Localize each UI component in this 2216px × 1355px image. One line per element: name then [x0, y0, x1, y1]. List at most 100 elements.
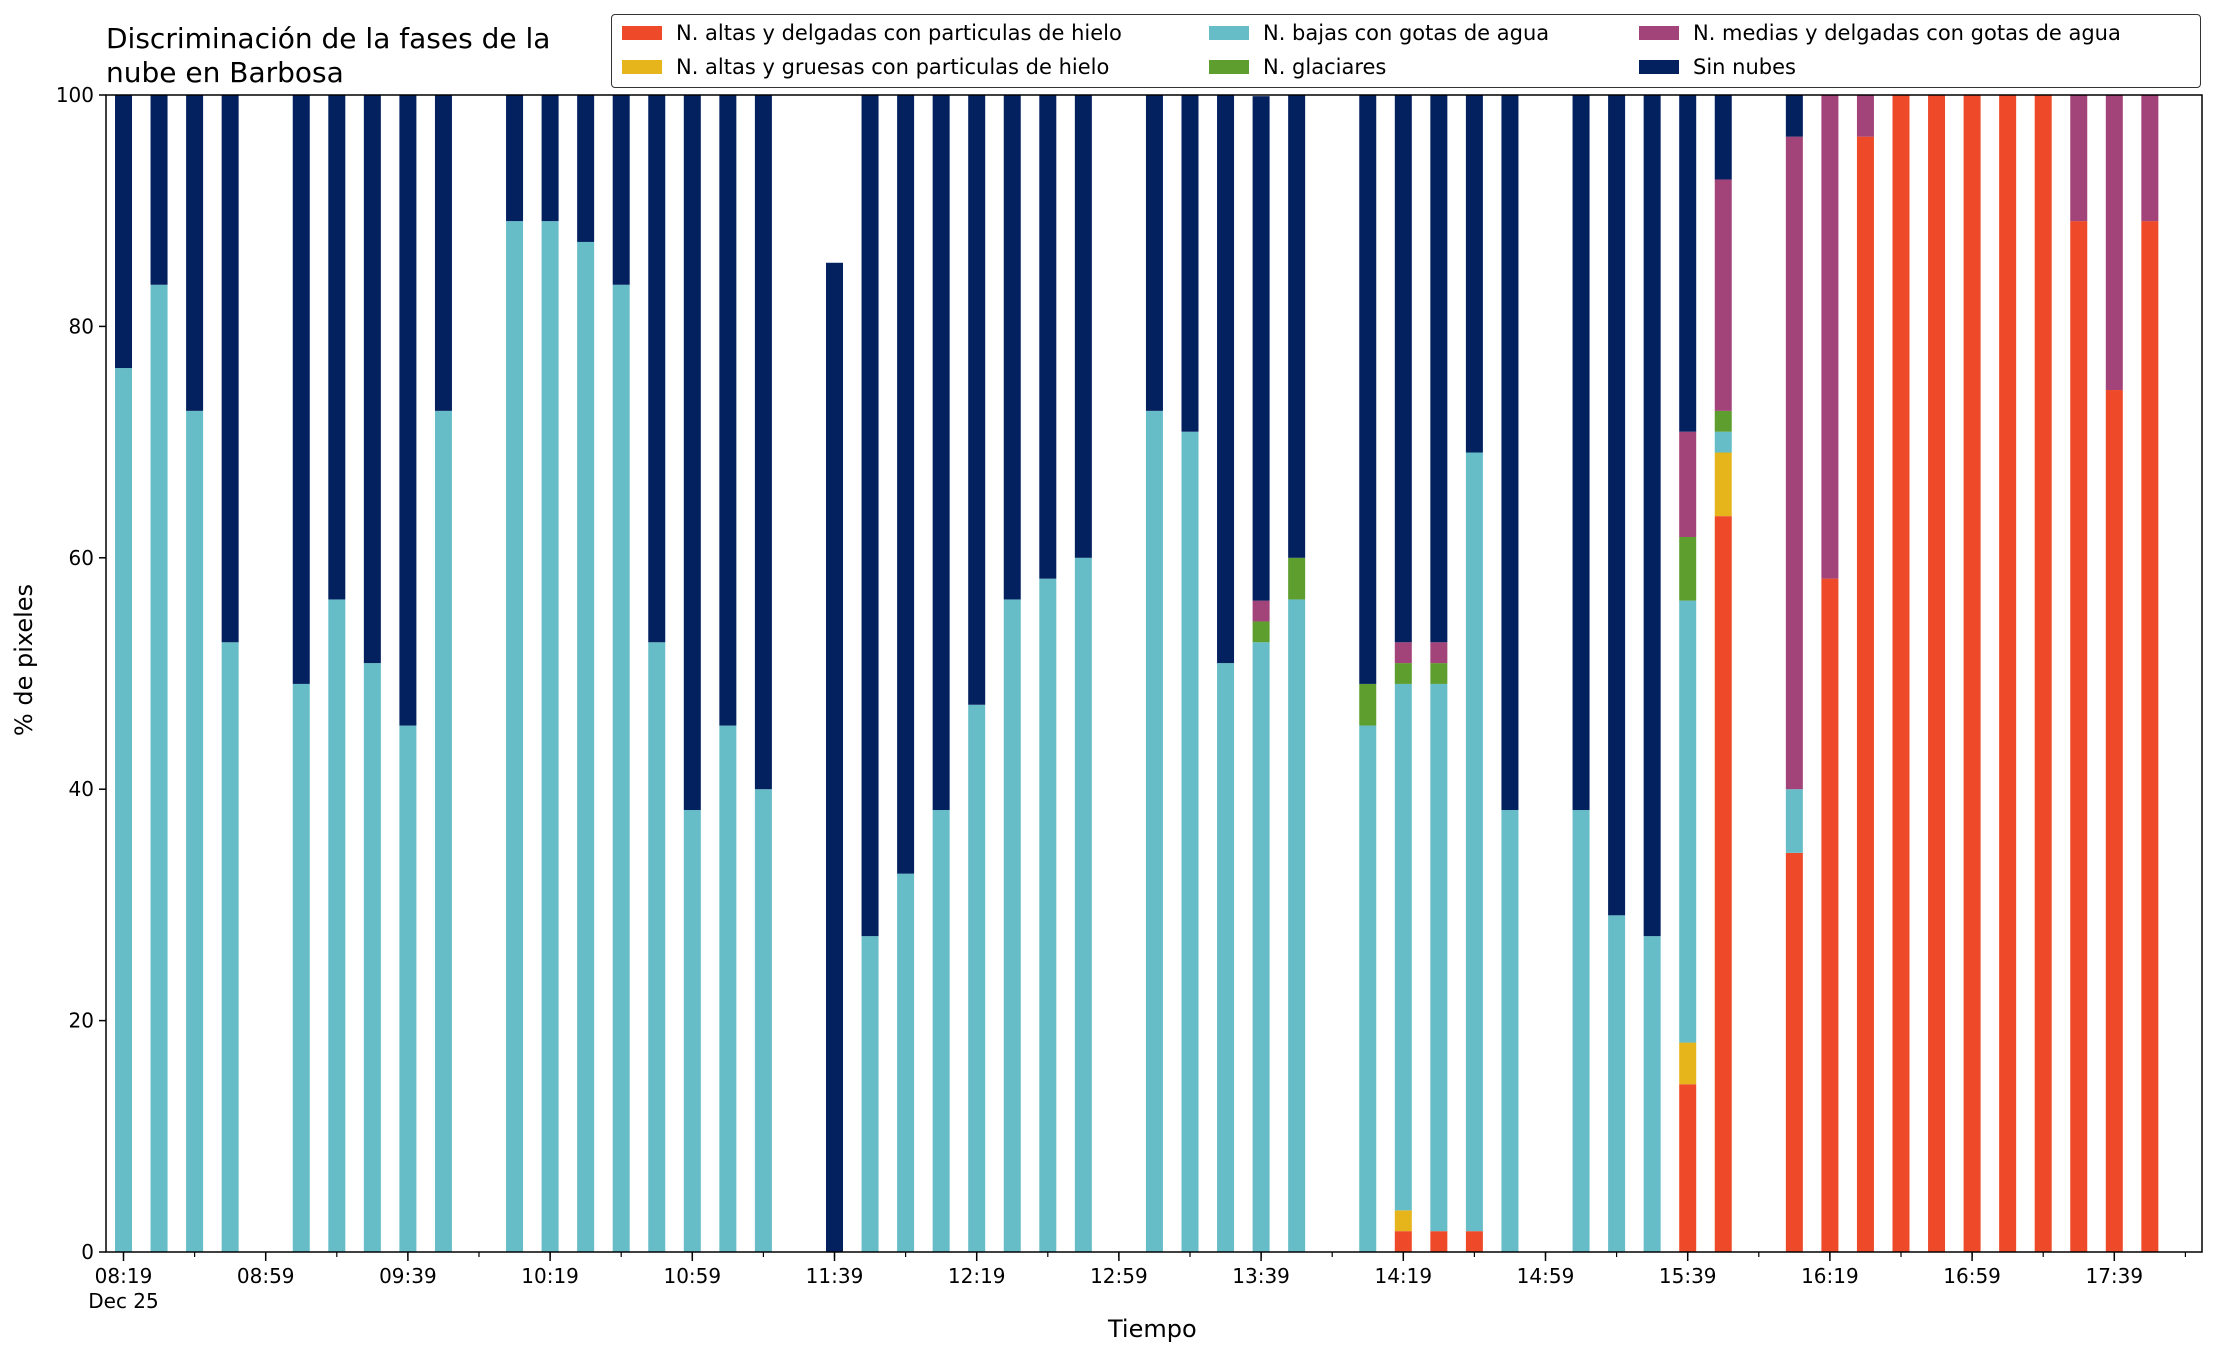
- x-tick-label: 16:19: [1801, 1264, 1859, 1288]
- legend-item: N. medias y delgadas con gotas de agua: [1639, 21, 2121, 45]
- bar-segment: [968, 95, 986, 705]
- legend-label: N. bajas con gotas de agua: [1263, 21, 1550, 45]
- bar-segment: [1217, 663, 1235, 1252]
- bar-segment: [648, 95, 666, 643]
- bar-segment: [1928, 95, 1946, 1252]
- bar-segment: [612, 284, 630, 1252]
- bar-segment: [1501, 95, 1519, 811]
- bar-segment: [1714, 410, 1732, 432]
- bar-segment: [150, 95, 168, 285]
- legend-item: N. glaciares: [1209, 55, 1386, 79]
- bar-segment: [328, 599, 346, 1252]
- bar-segment: [1679, 600, 1697, 1043]
- bar-segment: [1643, 936, 1661, 1252]
- legend-swatch: [622, 26, 662, 40]
- bar-segment: [363, 95, 381, 664]
- legend-item: N. altas y delgadas con particulas de hi…: [622, 21, 1122, 45]
- bar-segment: [541, 95, 559, 222]
- bar-segment: [1074, 95, 1092, 558]
- bar-segment: [861, 936, 879, 1252]
- bar-segment: [1394, 642, 1412, 664]
- bar-segment: [1181, 95, 1199, 432]
- bar-segment: [2105, 390, 2123, 1252]
- x-tick-label: 13:39: [1232, 1264, 1290, 1288]
- bar-segment: [1288, 557, 1306, 600]
- legend-swatch: [1209, 26, 1249, 40]
- bar-segment: [399, 95, 417, 726]
- bar-segment: [1039, 578, 1057, 1252]
- bar-segment: [506, 95, 524, 222]
- x-tick-label: 09:39: [379, 1264, 437, 1288]
- bar-segment: [363, 663, 381, 1252]
- bar-segment: [1430, 683, 1448, 1232]
- bar-segment: [1679, 536, 1697, 601]
- x-tick-label: 14:19: [1374, 1264, 1432, 1288]
- bar-segment: [1714, 452, 1732, 517]
- x-tick-label: 10:59: [663, 1264, 721, 1288]
- bar-segment: [1785, 852, 1803, 1252]
- bar-segment: [1359, 725, 1377, 1252]
- legend-label: N. altas y gruesas con particulas de hie…: [676, 55, 1110, 79]
- bar-segment: [932, 810, 950, 1252]
- bar-segment: [292, 683, 310, 1252]
- bar-segment: [1288, 599, 1306, 1252]
- legend-item: Sin nubes: [1639, 55, 1796, 79]
- bar-segment: [2070, 221, 2088, 1253]
- bar-segment: [1714, 431, 1732, 453]
- bar-segment: [115, 368, 132, 1252]
- x-tick-label: 12:59: [1090, 1264, 1148, 1288]
- bar-segment: [1679, 1042, 1697, 1085]
- bar-segment: [399, 725, 417, 1252]
- x-tick-label: 10:19: [521, 1264, 579, 1288]
- bar-segment: [1714, 516, 1732, 1252]
- bar-segment: [1252, 642, 1270, 1252]
- bar-segment: [1892, 95, 1910, 1252]
- bar-segment: [2070, 95, 2088, 222]
- bar-segment: [1963, 95, 1981, 1252]
- bar-segment: [1714, 95, 1732, 180]
- bar-segment: [186, 410, 204, 1252]
- legend-swatch: [1209, 60, 1249, 74]
- bar-segment: [1999, 95, 2017, 1252]
- bar-segment: [1821, 95, 1839, 579]
- bar-segment: [1572, 95, 1590, 811]
- bar-segment: [897, 873, 915, 1252]
- bar-segment: [1465, 452, 1483, 1232]
- bar-segment: [1856, 136, 1874, 1252]
- legend-swatch: [1639, 26, 1679, 40]
- y-tick-label: 60: [69, 546, 94, 570]
- bar-segment: [434, 410, 452, 1252]
- bar-segment: [1572, 810, 1590, 1252]
- bar-segment: [1679, 431, 1697, 537]
- y-tick-label: 80: [69, 314, 94, 338]
- bar-segment: [1145, 410, 1163, 1252]
- bar-segment: [826, 262, 843, 1252]
- bar-segment: [1430, 642, 1448, 664]
- bar-segment: [221, 642, 239, 1252]
- bar-segment: [1252, 600, 1270, 622]
- bar-segment: [1785, 136, 1803, 790]
- bar-segment: [541, 221, 559, 1253]
- bar-segment: [897, 95, 915, 874]
- bar-segment: [1288, 95, 1306, 558]
- bar-segment: [719, 95, 737, 726]
- bar-segment: [754, 789, 772, 1252]
- bar-segment: [1430, 1231, 1448, 1252]
- bar-segment: [1465, 95, 1483, 453]
- bar-segment: [1394, 95, 1412, 643]
- bar-segment: [861, 95, 879, 937]
- legend-label: N. medias y delgadas con gotas de agua: [1693, 21, 2121, 45]
- bar-segment: [1430, 663, 1448, 684]
- bar-segment: [115, 95, 132, 369]
- bar-segment: [2105, 95, 2123, 391]
- bar-segment: [2141, 95, 2159, 222]
- bar-segment: [1359, 683, 1377, 726]
- bar-segment: [1217, 95, 1235, 664]
- x-tick-label: 08:59: [237, 1264, 295, 1288]
- bar-segment: [648, 642, 666, 1252]
- x-tick-label: 08:19: [95, 1264, 153, 1288]
- x-tick-label: 11:39: [806, 1264, 864, 1288]
- bar-segment: [1785, 789, 1803, 853]
- bar-segment: [1501, 810, 1519, 1252]
